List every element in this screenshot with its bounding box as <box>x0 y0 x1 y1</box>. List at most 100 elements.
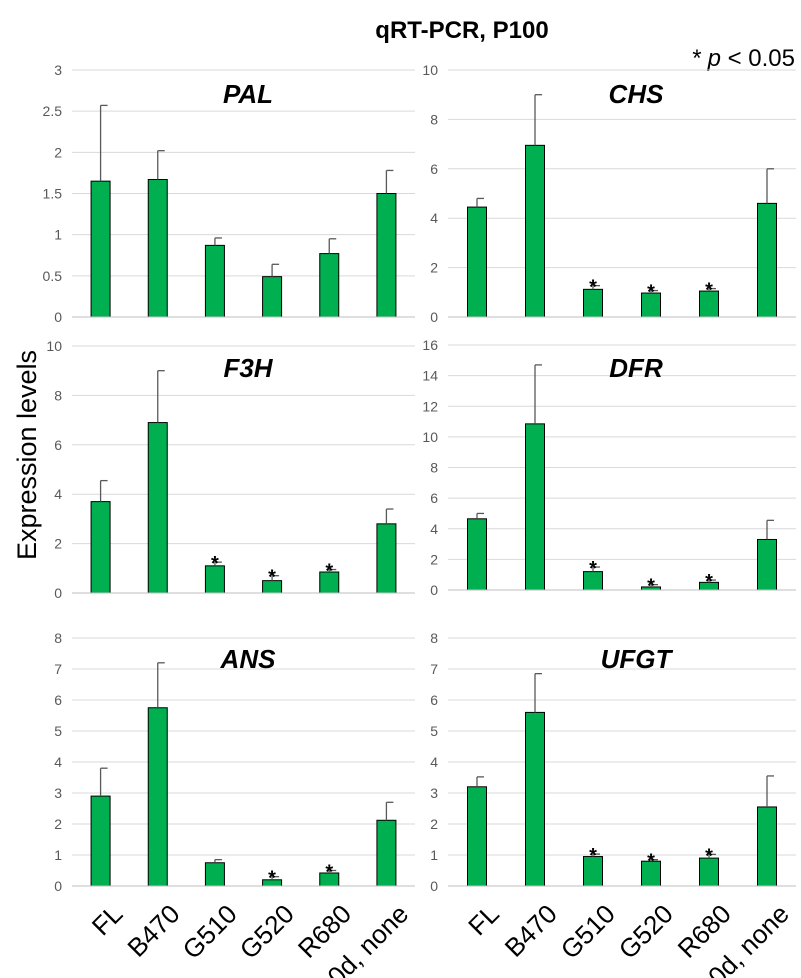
bar-ufgt-1 <box>525 711 545 887</box>
bar-ufgt-0 <box>467 786 487 887</box>
y-tick-label: 0 <box>430 878 438 894</box>
significance-star: * <box>589 558 597 580</box>
figure-title: qRT-PCR, P100 <box>375 17 548 44</box>
significance-star: * <box>268 868 276 890</box>
y-tick-label: 2 <box>430 260 438 276</box>
chart-panel-ufgt: 0 1 2 3 4 5 6 7 8 UFGT * * * <box>430 630 796 894</box>
significance-note-star: * <box>692 45 701 72</box>
y-tick-label: 8 <box>54 630 62 646</box>
y-tick-label: 12 <box>422 398 438 414</box>
y-tick-label: 3 <box>54 785 62 801</box>
x-tick-label: G520 <box>613 899 679 965</box>
bar-pal-1 <box>147 179 168 318</box>
bar-ans-0 <box>90 795 111 887</box>
chart-title: PAL <box>223 79 273 109</box>
y-tick-label: 4 <box>430 754 438 770</box>
y-tick-label: 1 <box>54 227 62 243</box>
y-tick-label: 5 <box>54 723 62 739</box>
y-tick-label: 8 <box>430 630 438 646</box>
y-tick-label: 2 <box>430 816 438 832</box>
bar-pal-2 <box>204 244 225 318</box>
chart-title: DFR <box>609 353 663 383</box>
x-tick-label: B470 <box>121 899 185 963</box>
bar-ans-5 <box>376 819 397 887</box>
bar-pal-0 <box>90 180 111 318</box>
y-tick-label: 0 <box>54 878 62 894</box>
bar-ufgt-5 <box>757 806 777 887</box>
y-tick-label: 0 <box>430 582 438 598</box>
significance-note: * p < 0.05 <box>692 45 795 72</box>
bar-pal-4 <box>319 253 340 318</box>
y-tick-label: 8 <box>430 111 438 127</box>
chart-title: ANS <box>220 644 277 674</box>
bar-chs-5 <box>757 202 777 318</box>
y-tick-label: 0 <box>54 309 62 325</box>
y-tick-label: 1.5 <box>43 186 63 202</box>
y-tick-label: 4 <box>54 754 62 770</box>
bar-ans-1 <box>147 707 168 887</box>
y-tick-label: 4 <box>430 521 438 537</box>
y-tick-label: 5 <box>430 723 438 739</box>
significance-star: * <box>211 553 219 575</box>
significance-star: * <box>647 576 655 598</box>
y-tick-label: 2 <box>54 536 62 552</box>
y-tick-label: 0.5 <box>43 268 63 284</box>
x-tick-label: FL <box>86 899 129 942</box>
y-tick-label: 2 <box>54 816 62 832</box>
y-tick-label: 0 <box>430 309 438 325</box>
chart-title: UFGT <box>601 644 674 674</box>
bar-dfr-1 <box>525 423 545 591</box>
significance-star: * <box>589 277 597 299</box>
bar-dfr-0 <box>467 518 487 591</box>
bar-f3h-1 <box>147 422 168 594</box>
chart-title: CHS <box>609 79 665 109</box>
y-tick-label: 10 <box>422 62 438 78</box>
y-tick-label: 1 <box>54 847 62 863</box>
x-tick-label: G510 <box>555 899 621 965</box>
significance-star: * <box>705 845 713 867</box>
y-tick-label: 2.5 <box>43 103 63 119</box>
x-tick-label: G520 <box>234 899 300 965</box>
y-tick-label: 6 <box>430 490 438 506</box>
y-tick-label: 2 <box>54 144 62 160</box>
y-tick-label: 0 <box>54 585 62 601</box>
chart-panel-dfr: 0 2 4 6 8 10 12 14 16 DFR * * * <box>422 337 796 598</box>
significance-star: * <box>705 280 713 302</box>
y-axis-label: Expression levels <box>12 350 42 560</box>
bar-f3h-0 <box>90 501 111 594</box>
y-tick-label: 4 <box>430 210 438 226</box>
y-tick-label: 2 <box>430 551 438 567</box>
y-tick-label: 10 <box>422 429 438 445</box>
y-tick-label: 8 <box>54 387 62 403</box>
y-tick-label: 6 <box>54 437 62 453</box>
bar-dfr-5 <box>757 538 777 591</box>
y-tick-label: 4 <box>54 486 62 502</box>
significance-star: * <box>325 561 333 583</box>
bar-chs-1 <box>525 144 545 318</box>
bar-ans-2 <box>204 862 225 887</box>
chart-title: F3H <box>223 353 273 383</box>
y-tick-label: 7 <box>54 661 62 677</box>
bar-f3h-5 <box>376 523 397 594</box>
significance-note-threshold: < 0.05 <box>721 45 795 72</box>
x-tick-label: FL <box>462 899 505 942</box>
x-tick-label: G510 <box>177 899 243 965</box>
y-tick-label: 16 <box>422 337 438 353</box>
x-tick-label: B470 <box>499 899 563 963</box>
y-tick-label: 6 <box>54 692 62 708</box>
y-tick-label: 7 <box>430 661 438 677</box>
y-tick-label: 3 <box>54 62 62 78</box>
significance-star: * <box>589 845 597 867</box>
y-tick-label: 14 <box>422 368 438 384</box>
significance-star: * <box>705 571 713 593</box>
chart-panel-f3h: 0 2 4 6 8 10 F3H * * * <box>46 338 415 601</box>
chart-panel-ans: 0 1 2 3 4 5 6 7 8 ANS * * <box>54 630 415 894</box>
y-tick-label: 3 <box>430 785 438 801</box>
bar-pal-5 <box>376 193 397 318</box>
bar-chs-0 <box>467 206 487 318</box>
significance-star: * <box>325 862 333 884</box>
y-tick-label: 1 <box>430 847 438 863</box>
